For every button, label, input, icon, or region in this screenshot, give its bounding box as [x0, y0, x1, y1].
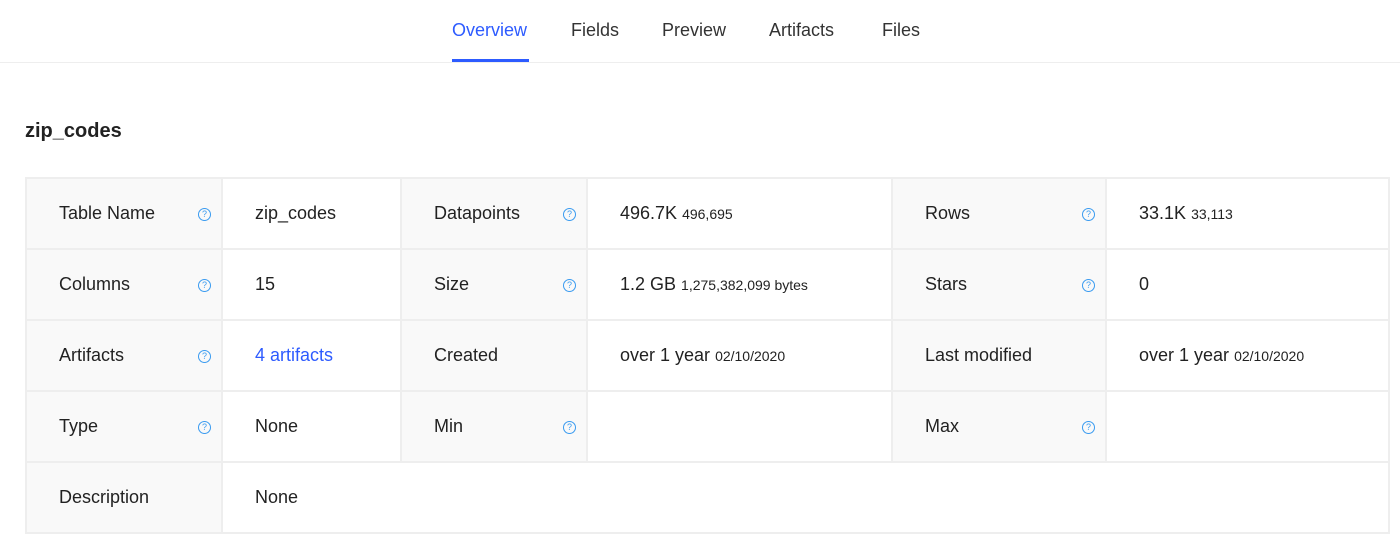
- created-value-cell: over 1 year 02/10/2020: [586, 319, 893, 392]
- size-exact-value: 1,275,382,099 bytes: [681, 277, 808, 293]
- size-value: 1.2 GB: [620, 274, 677, 294]
- help-icon[interactable]: ?: [198, 420, 211, 434]
- table-row: Type? None Min? Max?: [25, 390, 1390, 463]
- type-label: Type: [59, 416, 99, 436]
- stars-label: Stars: [925, 274, 968, 294]
- help-icon[interactable]: ?: [198, 278, 211, 292]
- last-modified-value-cell: over 1 year 02/10/2020: [1105, 319, 1390, 392]
- last-modified-exact-value: 02/10/2020: [1234, 348, 1305, 364]
- description-label: Description: [59, 487, 150, 507]
- stars-label-cell: Stars?: [891, 248, 1107, 321]
- created-label-cell: Created: [400, 319, 588, 392]
- table-row: Columns? 15 Size? 1.2 GB 1,275,382,099 byte…: [25, 248, 1390, 321]
- created-exact-value: 02/10/2020: [715, 348, 786, 364]
- tab-files[interactable]: Files: [882, 20, 921, 40]
- description-label-cell: Description: [25, 461, 223, 534]
- table-row: Table Name? zip_codes Datapoints? 496.7K 49…: [25, 177, 1390, 250]
- help-icon[interactable]: ?: [1082, 278, 1095, 292]
- help-icon[interactable]: ?: [1082, 420, 1095, 434]
- columns-value: 15: [255, 274, 276, 294]
- max-label-cell: Max?: [891, 390, 1107, 463]
- rows-label-cell: Rows?: [891, 177, 1107, 250]
- min-value-cell: [586, 390, 893, 463]
- last-modified-label: Last modified: [925, 345, 1033, 365]
- table-name-label: Table Name: [59, 203, 156, 223]
- size-value-cell: 1.2 GB 1,275,382,099 bytes: [586, 248, 893, 321]
- tab-fields[interactable]: Fields: [571, 20, 620, 40]
- artifacts-value-cell: 4 artifacts: [221, 319, 402, 392]
- page-title: zip_codes: [25, 120, 122, 142]
- rows-label: Rows: [925, 203, 971, 223]
- datapoints-exact-value: 496,695: [682, 206, 733, 222]
- datapoints-value: 496.7K: [620, 203, 678, 223]
- tab-artifacts[interactable]: Artifacts: [769, 20, 835, 40]
- help-icon[interactable]: ?: [563, 278, 576, 292]
- columns-label: Columns: [59, 274, 131, 294]
- min-label-cell: Min?: [400, 390, 588, 463]
- rows-value: 33.1K: [1139, 203, 1187, 223]
- max-label: Max: [925, 416, 960, 436]
- help-icon[interactable]: ?: [198, 207, 211, 221]
- tab-preview[interactable]: Preview: [662, 20, 727, 40]
- table-name-value: zip_codes: [255, 203, 337, 223]
- help-icon[interactable]: ?: [1082, 207, 1095, 221]
- rows-exact-value: 33,113: [1191, 206, 1233, 222]
- datapoints-label: Datapoints: [434, 203, 521, 223]
- artifacts-label-cell: Artifacts?: [25, 319, 223, 392]
- created-value: over 1 year: [620, 345, 711, 365]
- help-icon[interactable]: ?: [198, 349, 211, 363]
- rows-value-cell: 33.1K 33,113: [1105, 177, 1390, 250]
- type-value-cell: None: [221, 390, 402, 463]
- min-label: Min: [434, 416, 464, 436]
- columns-value-cell: 15: [221, 248, 402, 321]
- artifacts-link[interactable]: 4 artifacts: [255, 345, 334, 365]
- max-value-cell: [1105, 390, 1390, 463]
- description-value-cell: None: [221, 461, 1390, 534]
- overview-table: Table Name? zip_codes Datapoints? 496.7K 49…: [25, 177, 1390, 534]
- description-value: None: [255, 487, 299, 507]
- created-label: Created: [434, 345, 499, 365]
- help-icon[interactable]: ?: [563, 420, 576, 434]
- tab-bar: Overview Fields Preview Artifacts Files: [0, 0, 1400, 63]
- tab-overview[interactable]: Overview: [452, 20, 529, 62]
- help-icon[interactable]: ?: [563, 207, 576, 221]
- datapoints-value-cell: 496.7K 496,695: [586, 177, 893, 250]
- stars-value-cell: 0: [1105, 248, 1390, 321]
- table-row: Artifacts? 4 artifacts Created over 1 year …: [25, 319, 1390, 392]
- datapoints-label-cell: Datapoints?: [400, 177, 588, 250]
- columns-label-cell: Columns?: [25, 248, 223, 321]
- last-modified-value: over 1 year: [1139, 345, 1230, 365]
- type-value: None: [255, 416, 299, 436]
- table-name-label-cell: Table Name?: [25, 177, 223, 250]
- stars-value: 0: [1139, 274, 1150, 294]
- table-row: Description None: [25, 461, 1390, 534]
- artifacts-label: Artifacts: [59, 345, 125, 365]
- table-name-value-cell: zip_codes: [221, 177, 402, 250]
- size-label: Size: [434, 274, 470, 294]
- last-modified-label-cell: Last modified: [891, 319, 1107, 392]
- type-label-cell: Type?: [25, 390, 223, 463]
- size-label-cell: Size?: [400, 248, 588, 321]
